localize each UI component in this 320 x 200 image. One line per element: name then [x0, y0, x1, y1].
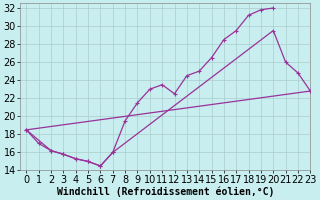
X-axis label: Windchill (Refroidissement éolien,°C): Windchill (Refroidissement éolien,°C) — [57, 186, 274, 197]
